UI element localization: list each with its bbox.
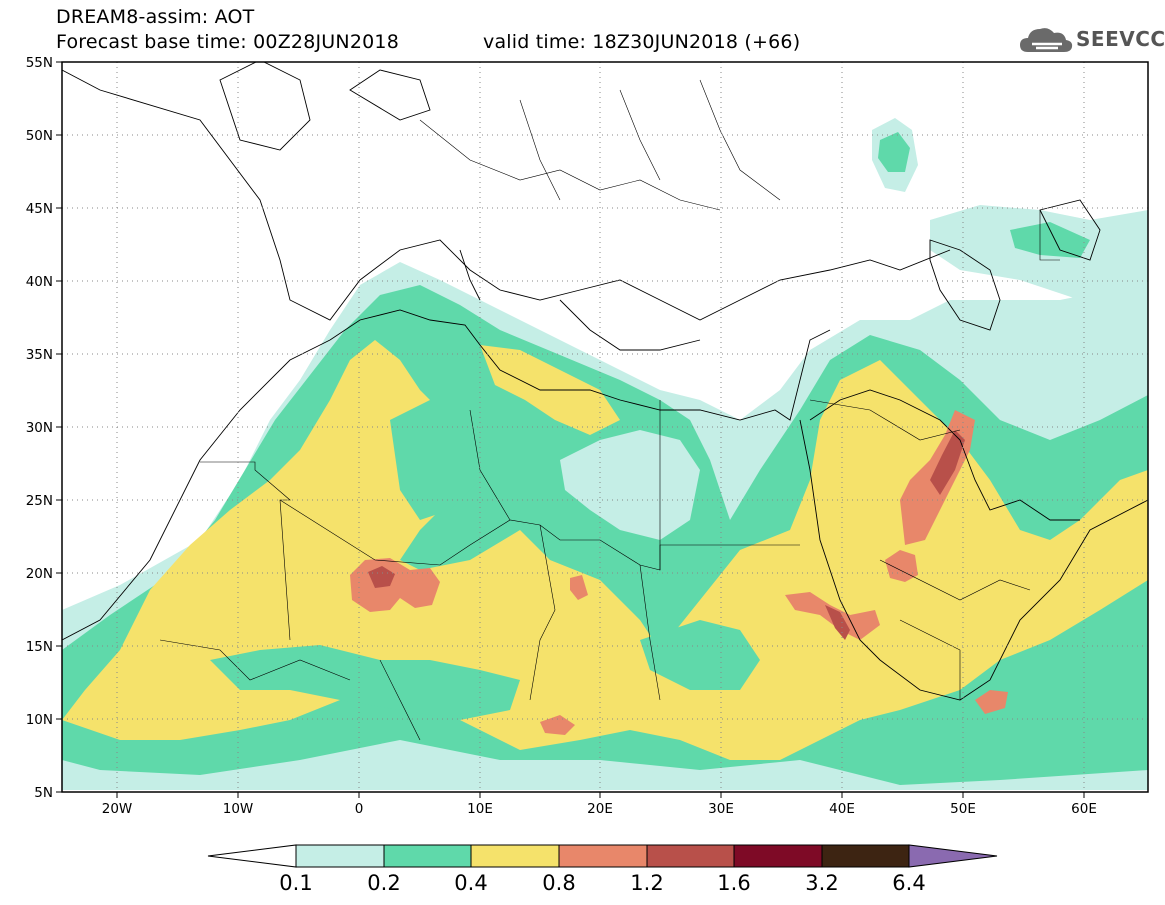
aot-band-0.2-ukraine: [878, 132, 910, 172]
lon-label: 30E: [708, 801, 734, 817]
lat-label: 5N: [34, 785, 53, 801]
aot-band-0.2-caspian: [1010, 222, 1090, 258]
aot-hole-0.2-sudan: [640, 620, 760, 690]
aot-band-1.2-iraq: [930, 430, 965, 495]
lat-label: 55N: [26, 55, 53, 71]
colorbar-label: 0.8: [542, 871, 575, 895]
logo-text: SEEVCCC: [1076, 27, 1165, 51]
aot-fields: [62, 118, 1148, 790]
country-borders: [159, 79, 1060, 741]
lat-label: 25N: [26, 493, 53, 509]
colorbar-label: 6.4: [892, 871, 925, 895]
colorbar-label: 1.6: [717, 871, 750, 895]
lon-label: 40E: [829, 801, 855, 817]
colorbar-swatch: [470, 844, 560, 868]
colorbar-swatch: [646, 844, 735, 868]
lat-label: 15N: [26, 639, 53, 655]
aot-band-0.8-chad: [570, 575, 588, 600]
colorbar-arrow-high: [908, 844, 998, 868]
colorbar-swatch: [558, 844, 648, 868]
colorbar: [207, 844, 998, 868]
chart-title: DREAM8-assim: AOT: [56, 6, 255, 28]
colorbar-label: 1.2: [630, 871, 663, 895]
seevccc-logo: SEEVCCC: [1018, 22, 1165, 56]
coastlines: [62, 62, 1148, 701]
lat-label: 35N: [26, 347, 53, 363]
aot-band-0.2-nile: [560, 430, 700, 540]
longitude-labels: 20W 10W 0 10E 20E 30E 40E 50E 60E: [102, 801, 1097, 817]
aot-band-0.8-saudi: [885, 550, 918, 582]
colorbar-label: 0.4: [454, 871, 487, 895]
lat-label: 30N: [26, 420, 53, 436]
colorbar-arrow-low: [207, 844, 297, 868]
lon-label: 10E: [467, 801, 493, 817]
colorbar-swatch: [383, 844, 472, 868]
aot-band-1.2-eritrea: [825, 605, 850, 640]
lat-label: 10N: [26, 712, 53, 728]
lat-label: 45N: [26, 201, 53, 217]
forecast-base-time: Forecast base time: 00Z28JUN2018: [56, 31, 399, 53]
tick-marks: [56, 61, 1085, 798]
lon-label: 20W: [102, 801, 133, 817]
aot-hole-0.2-algeria: [390, 400, 490, 520]
lat-label: 40N: [26, 274, 53, 290]
colorbar-swatch: [295, 844, 385, 868]
aot-band-0.8-somalia: [975, 690, 1008, 714]
colorbar-label: 3.2: [805, 871, 838, 895]
lon-label: 0: [355, 801, 364, 817]
aot-hole-0.2-sahel: [210, 645, 520, 720]
aot-band-0.8-sudan: [540, 715, 575, 735]
lon-label: 50E: [950, 801, 976, 817]
aot-band-1.2-mali: [368, 566, 395, 588]
cloud-logo-icon: [1020, 28, 1073, 52]
latitude-labels: 55N 50N 45N 40N 35N 30N 25N 20N 15N 10N …: [26, 55, 53, 801]
graticule: [62, 62, 1148, 792]
lon-label: 60E: [1071, 801, 1097, 817]
colorbar-label: 0.1: [279, 871, 312, 895]
valid-time: valid time: 18Z30JUN2018 (+66): [483, 31, 801, 53]
colorbar-swatch: [733, 844, 823, 868]
colorbar-swatch: [821, 844, 910, 868]
colorbar-label: 0.2: [367, 871, 400, 895]
lon-label: 20E: [587, 801, 613, 817]
lat-label: 20N: [26, 566, 53, 582]
lat-label: 50N: [26, 128, 53, 144]
lon-label: 10W: [223, 801, 254, 817]
colorbar-labels: 0.1 0.2 0.4 0.8 1.2 1.6 3.2 6.4: [279, 871, 925, 895]
